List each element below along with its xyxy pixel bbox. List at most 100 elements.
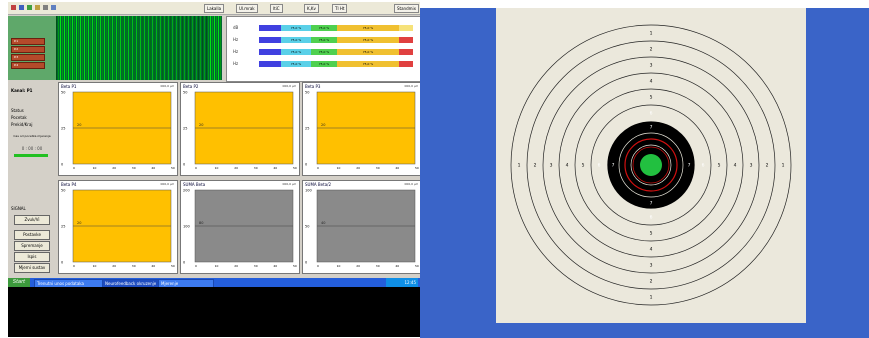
spectro-stripe [190,16,191,80]
spectro-stripe [168,16,169,80]
spectro-stripe [204,16,205,80]
black-area [8,287,420,337]
signal-section: SIGNAL [11,206,26,211]
system-button[interactable]: Mjerni sustav [14,263,50,273]
spectro-stripe [172,16,173,80]
ring-number: 2 [650,279,653,285]
toolbar-item[interactable]: K,Kv [304,4,319,13]
toolbar-item[interactable]: Tl Ht [332,4,348,13]
chart-panel: 50 25 0 20 0 10 20 30 40 50 Beta P1 000,0 µV [58,82,178,176]
channel-panel: P.1 P.2 P.3 P.4 [8,16,56,80]
chart-y-tick: 200 [183,189,190,193]
toolbar-item[interactable]: Standmix [394,4,420,13]
chart-x-tick: 10 [337,166,341,170]
chart-y-tick: 25 [61,225,65,229]
chart-y-tick: 0 [61,163,63,167]
spectro-stripe [146,16,147,80]
spectro-stripe [108,16,109,80]
channel-bar[interactable]: P.1 [11,38,45,45]
spectro-stripe [120,16,121,80]
ring-number: 4 [566,163,569,169]
spectro-stripe [206,16,207,80]
taskbar-clock: 12:45 [386,278,418,287]
spectro-stripe [196,16,197,80]
chart-x-tick: 10 [93,166,97,170]
level-segment [399,61,413,67]
chart-x-tick: 0 [317,264,319,268]
start-label: Pocetak [11,115,27,120]
channel-bar[interactable]: P.3 [11,54,45,61]
level-bar: 75,0 % 75,0 % 75,0 % [259,37,413,43]
chart-x-tick: 50 [415,166,419,170]
spectro-stripe [134,16,135,80]
level-segment: 75,0 % [311,49,337,55]
chart-value: 000,0 µV [160,84,174,88]
ring-number: 4 [650,247,653,253]
ring-number: 3 [750,163,753,169]
target-ring [574,88,728,242]
spectro-stripe [70,16,71,80]
spectro-stripe [62,16,63,80]
ring-number: 2 [766,163,769,169]
spectro-stripe [202,16,203,80]
chart-y-tick: 0 [61,261,63,265]
spectro-stripe [194,16,195,80]
chart-x-tick: 40 [273,264,277,268]
shot-indicator [640,154,662,176]
spectro-stripe [90,16,91,80]
spectro-stripe [144,16,145,80]
spectro-stripe [94,16,95,80]
chart-x-tick: 0 [195,166,197,170]
chart-value: 000,0 µV [404,182,418,186]
level-segment [259,49,281,55]
sound-button[interactable]: Zvuk/Vi [14,215,50,225]
ring-number: 2 [650,47,653,53]
chart-value: 000,0 µV [160,182,174,186]
progress-bar [14,154,48,157]
chart-y-tick: 25 [61,127,65,131]
channel-bar[interactable]: P.2 [11,46,45,53]
chart-x-tick: 30 [254,264,258,268]
spectro-stripe [96,16,97,80]
print-button[interactable]: Ispis [14,252,50,262]
settings-button[interactable]: Postavke [14,230,50,240]
spectro-stripe [118,16,119,80]
spectro-stripe [114,16,115,80]
chart-x-tick: 10 [215,166,219,170]
spectro-stripe [110,16,111,80]
chart-x-tick: 50 [415,264,419,268]
end-label: Prekid/Kraj [11,122,33,127]
ring-number: 1 [650,31,653,37]
chart-y-tick: 25 [305,127,309,131]
chart-x-tick: 10 [215,264,219,268]
spectro-stripe [162,16,163,80]
spectro-stripe [218,16,219,80]
chart-x-tick: 40 [395,264,399,268]
start-button[interactable]: Start [8,278,30,287]
spectro-stripe [68,16,69,80]
spectro-stripe [192,16,193,80]
toolbar-item[interactable]: ltiC [270,4,283,13]
level-segment: 75,0 % [281,61,311,67]
spectro-stripe [150,16,151,80]
spectro-stripe [128,16,129,80]
ring-number: 7 [650,201,653,207]
status-label: Status [11,108,24,113]
spectro-stripe [64,16,65,80]
spectro-stripe [126,16,127,80]
spectro-stripe [100,16,101,80]
spectro-stripe [138,16,139,80]
chart-marker-label: 20 [321,123,325,127]
chart-title: Beta P2 [183,84,199,89]
toolbar-item[interactable]: Lakalla [204,4,225,13]
target-ring [542,56,760,274]
save-button[interactable]: Spremanje [14,241,50,251]
chart-y-tick: 50 [183,91,187,95]
ring-number: 6 [598,163,601,169]
channel-bar[interactable]: P.4 [11,62,45,69]
toolbar-item[interactable]: Ul.mrak [236,4,258,13]
chart-marker-label: 40 [321,221,325,225]
chart-y-tick: 50 [305,225,309,229]
ring-number: 7 [612,163,615,169]
spectro-stripe [84,16,85,80]
